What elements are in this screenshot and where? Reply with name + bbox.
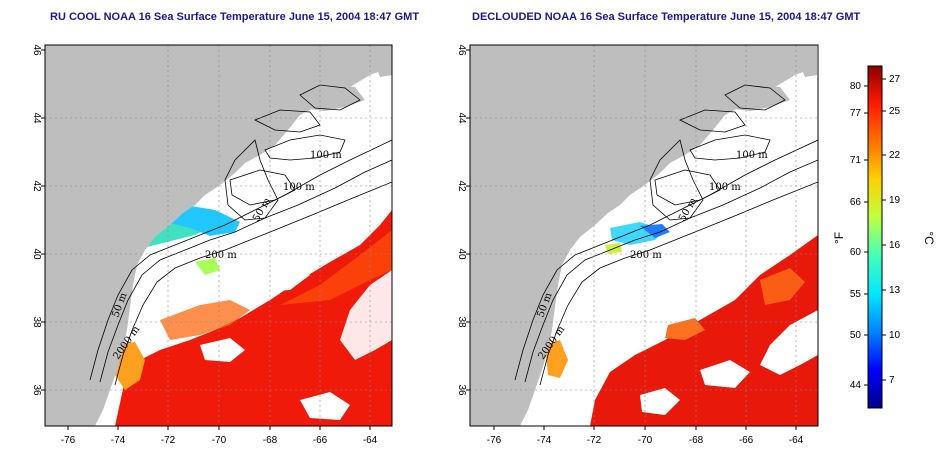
lon-tick-label: -72: [587, 435, 602, 446]
graticule: [45, 45, 392, 426]
lat-tick-label: 36: [456, 384, 467, 396]
contour-label: 100 m: [310, 150, 342, 161]
celsius-tick-label: 19: [889, 195, 901, 206]
bathymetry-contours: [514, 84, 818, 386]
fahrenheit-tick-label: 50: [850, 330, 862, 341]
celsius-tick-label: 25: [889, 106, 901, 117]
sst-warm-region: [280, 230, 392, 305]
celsius-tick-label: 27: [889, 74, 901, 85]
sst-mid-region: [5, 108, 30, 135]
sst-warm-region: [760, 268, 805, 305]
lon-tick-label: -72: [161, 435, 176, 446]
lon-tick-label: -66: [739, 435, 754, 446]
lat-tick-label: 44: [456, 112, 467, 124]
lon-tick-label: -68: [263, 435, 278, 446]
lon-tick-label: -74: [111, 435, 126, 446]
lat-tick-label: 44: [31, 112, 42, 124]
lat-tick-label: 40: [31, 248, 42, 260]
sst-warm-region: [545, 340, 568, 378]
sst-warm-region: [160, 300, 250, 340]
contour-label: 100 m: [709, 182, 741, 193]
lon-tick-label: -70: [212, 435, 227, 446]
lat-tick-label: 38: [31, 316, 42, 328]
celsius-tick-label: 13: [889, 285, 901, 296]
map-panel-left: 100 m 100 m 50 m 200 m 50 m 2000 m -76 -…: [5, 44, 393, 446]
lon-tick-label: -64: [363, 435, 378, 446]
lon-tick-label: -64: [789, 435, 804, 446]
contour-label: 100 m: [283, 182, 315, 193]
lon-tick-label: -74: [537, 435, 552, 446]
lat-tick-label: 38: [456, 316, 467, 328]
lon-tick-label: -68: [689, 435, 704, 446]
lat-tick-label: 40: [456, 248, 467, 260]
lat-tick-label: 42: [31, 180, 42, 192]
celsius-unit-label: °C: [922, 231, 936, 245]
bathymetry-contours: [89, 84, 392, 386]
graticule: [470, 45, 818, 426]
lon-tick-label: -76: [61, 435, 76, 446]
celsius-tick-label: 22: [889, 150, 901, 161]
temperature-colorbar: 80 77 71 66 60 55 50 44 27 25 22 19 16 1…: [832, 65, 936, 409]
contour-label: 100 m: [736, 150, 768, 161]
lat-tick-label: 36: [31, 384, 42, 396]
map-panel-right: 100 m 100 m 50 m 200 m 50 m 2000 m -76 -…: [456, 44, 819, 446]
sst-mid-region: [640, 224, 670, 238]
sst-mid-region: [195, 258, 220, 275]
lon-tick-label: -66: [313, 435, 328, 446]
fahrenheit-tick-label: 66: [850, 197, 862, 208]
fahrenheit-tick-label: 60: [850, 247, 862, 258]
fahrenheit-tick-label: 55: [850, 289, 862, 300]
panel-title-left: RU COOL NOAA 16 Sea Surface Temperature …: [50, 11, 420, 23]
fahrenheit-tick-label: 77: [850, 108, 862, 119]
celsius-tick-label: 16: [889, 240, 901, 251]
contour-label: 200 m: [630, 250, 662, 261]
sst-warm-region: [115, 210, 392, 426]
sst-warm-region: [665, 318, 705, 340]
lon-tick-label: -76: [487, 435, 502, 446]
celsius-tick-label: 10: [889, 330, 901, 341]
fahrenheit-tick-label: 71: [850, 155, 862, 166]
celsius-tick-label: 7: [889, 375, 895, 386]
fahrenheit-unit-label: °F: [832, 232, 846, 244]
fahrenheit-tick-label: 80: [850, 81, 862, 92]
lat-tick-label: 42: [456, 180, 467, 192]
fahrenheit-tick-label: 44: [850, 380, 862, 391]
lon-tick-label: -70: [638, 435, 653, 446]
map-frame: [469, 44, 819, 427]
contour-label: 200 m: [205, 250, 237, 261]
sst-warm-region: [115, 342, 145, 390]
panel-title-right: DECLOUDED NOAA 16 Sea Surface Temperatur…: [472, 11, 861, 23]
lat-tick-label: 46: [456, 44, 467, 56]
lat-tick-label: 46: [31, 44, 42, 56]
